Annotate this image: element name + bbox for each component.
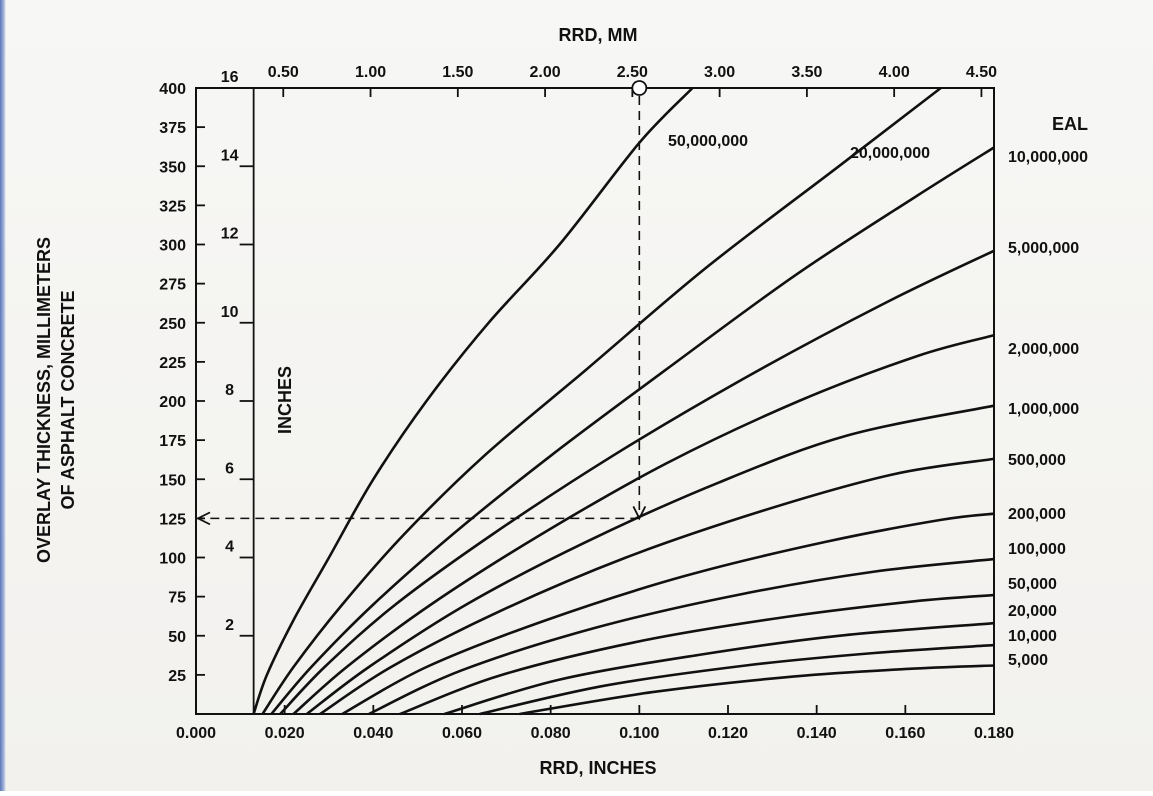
- eal-curve: [443, 621, 995, 716]
- y-tick-label-mm: 100: [159, 551, 186, 568]
- x-tick-label-bottom: 0.060: [442, 725, 482, 742]
- x-tick-label-bottom: 0.040: [353, 725, 393, 742]
- y-tick-label-mm: 350: [159, 159, 186, 176]
- eal-curve-label: 20,000: [1008, 603, 1057, 620]
- eal-curve-label: 5,000: [1008, 652, 1048, 669]
- x-axis-title-bottom: RRD, INCHES: [539, 758, 656, 778]
- x-tick-label-top: 1.50: [442, 64, 473, 81]
- eal-curve-label: 20,000,000: [850, 145, 930, 162]
- x-tick-label-bottom: 0.020: [265, 725, 305, 742]
- y-tick-label-mm: 175: [159, 433, 186, 450]
- y-axis-inches-title: INCHES: [275, 366, 295, 434]
- x-tick-label-bottom: 0.080: [531, 725, 571, 742]
- eal-curve-label: 5,000,000: [1008, 240, 1079, 257]
- x-tick-label-top: 1.00: [355, 64, 386, 81]
- x-tick-label-top: 3.50: [791, 64, 822, 81]
- y-tick-label-inch: 6: [225, 460, 234, 477]
- eal-curve-label: 100,000: [1008, 541, 1066, 558]
- x-tick-label-top: 2.50: [617, 64, 648, 81]
- eal-curve-label: 10,000,000: [1008, 149, 1088, 166]
- y-tick-label-inch: 4: [225, 539, 234, 556]
- y-tick-label-mm: 200: [159, 394, 186, 411]
- plot-frame: [195, 87, 995, 715]
- guide-marker: [631, 80, 648, 96]
- eal-curve: [306, 404, 995, 716]
- x-tick-label-bottom: 0.140: [797, 725, 837, 742]
- eal-curve: [341, 512, 995, 716]
- y-tick-label-inch: 10: [221, 304, 239, 321]
- eal-curve: [479, 643, 995, 716]
- x-tick-label-bottom: 0.160: [885, 725, 925, 742]
- y-tick-label-mm: 75: [168, 590, 186, 607]
- x-tick-label-top: 0.50: [268, 64, 299, 81]
- eal-curve-label: 10,000: [1008, 628, 1057, 645]
- y-tick-label-mm: 300: [159, 238, 186, 255]
- eal-curve: [399, 593, 995, 716]
- y-tick-label-mm: 375: [159, 120, 186, 137]
- legend-title: EAL: [1052, 114, 1088, 134]
- y-tick-label-inch: 14: [221, 147, 239, 164]
- y-tick-label-mm: 50: [168, 629, 186, 646]
- y-tick-label-mm: 275: [159, 277, 186, 294]
- y-tick-label-inch: 8: [225, 382, 234, 399]
- eal-curve: [368, 557, 995, 716]
- eal-curve: [252, 87, 694, 715]
- eal-curve: [261, 86, 942, 715]
- eal-curve: [270, 146, 995, 715]
- eal-curve-label: 2,000,000: [1008, 341, 1079, 358]
- y-tick-label-mm: 25: [168, 668, 186, 685]
- eal-curve-label: 50,000: [1008, 576, 1057, 593]
- eal-curve: [279, 249, 995, 715]
- x-tick-label-top: 4.50: [966, 64, 997, 81]
- eal-curve: [292, 334, 995, 715]
- y-tick-label-mm: 125: [159, 511, 186, 528]
- x-tick-label-top: 4.00: [879, 64, 910, 81]
- eal-curve-label: 200,000: [1008, 506, 1066, 523]
- y-tick-label-mm: 225: [159, 355, 186, 372]
- x-tick-label-bottom: 0.180: [974, 725, 1014, 742]
- y-tick-label-inch: 16: [221, 69, 239, 86]
- y-axis-title-line: OF ASPHALT CONCRETE: [58, 291, 78, 510]
- y-axis-title-line: OVERLAY THICKNESS, MILLIMETERS: [34, 237, 54, 563]
- eal-curve-label: 50,000,000: [668, 133, 748, 150]
- x-axis-title-top: RRD, MM: [559, 25, 638, 45]
- y-tick-label-mm: 250: [159, 316, 186, 333]
- x-tick-label-bottom: 0.100: [619, 725, 659, 742]
- guide-arrow-left: [195, 511, 211, 526]
- y-tick-label-inch: 12: [221, 226, 239, 243]
- y-tick-label-mm: 400: [159, 81, 186, 98]
- x-tick-label-bottom: 0.000: [176, 725, 216, 742]
- y-tick-label-mm: 325: [159, 198, 186, 215]
- x-tick-label-bottom: 0.120: [708, 725, 748, 742]
- eal-curve-label: 500,000: [1008, 452, 1066, 469]
- eal-curve: [319, 457, 995, 716]
- x-tick-label-top: 2.00: [530, 64, 561, 81]
- y-tick-label-inch: 2: [225, 617, 234, 634]
- eal-curve: [519, 664, 995, 716]
- y-tick-label-mm: 150: [159, 472, 186, 489]
- x-tick-label-top: 3.00: [704, 64, 735, 81]
- y-axis-title: OVERLAY THICKNESS, MILLIMETERS OF ASPHALT…: [34, 237, 78, 563]
- eal-curve-label: 1,000,000: [1008, 401, 1079, 418]
